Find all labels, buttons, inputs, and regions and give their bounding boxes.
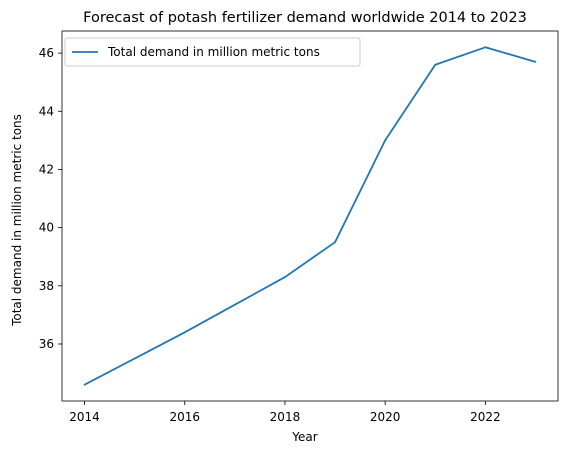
x-axis-label: Year — [291, 430, 317, 444]
legend-label: Total demand in million metric tons — [107, 45, 320, 59]
y-tick-label: 46 — [39, 46, 54, 60]
data-point — [183, 331, 186, 334]
x-tick-label: 2020 — [370, 410, 401, 424]
plot-area — [61, 30, 559, 402]
series-layer — [83, 46, 537, 386]
data-point — [534, 60, 537, 63]
y-tick-label: 40 — [39, 221, 54, 235]
y-axis-label: Total demand in million metric tons — [10, 114, 24, 327]
data-point — [233, 303, 236, 306]
data-point — [334, 241, 336, 244]
y-tick-label: 36 — [39, 337, 54, 351]
y-tick-label: 42 — [39, 162, 54, 176]
y-tick-label: 44 — [39, 104, 54, 118]
chart-title: Forecast of potash fertilizer demand wor… — [83, 10, 527, 26]
x-tick-label: 2016 — [169, 410, 200, 424]
x-tick-label: 2018 — [270, 410, 301, 424]
x-tick-label: 2014 — [69, 410, 100, 424]
data-point — [484, 46, 487, 49]
legend: Total demand in million metric tons — [64, 37, 361, 67]
series-line — [84, 46, 536, 386]
data-point — [384, 139, 387, 142]
legend-box — [64, 37, 361, 67]
data-point — [434, 63, 437, 66]
data-point — [133, 357, 136, 360]
data-point — [83, 383, 86, 386]
data-point — [284, 276, 286, 278]
x-axis-ticks: 2014 2016 2018 2020 2022 — [69, 401, 501, 424]
y-tick-label: 38 — [39, 279, 54, 293]
x-tick-label: 2022 — [470, 410, 501, 424]
y-axis-ticks: 36 38 40 42 44 46 — [39, 46, 62, 351]
